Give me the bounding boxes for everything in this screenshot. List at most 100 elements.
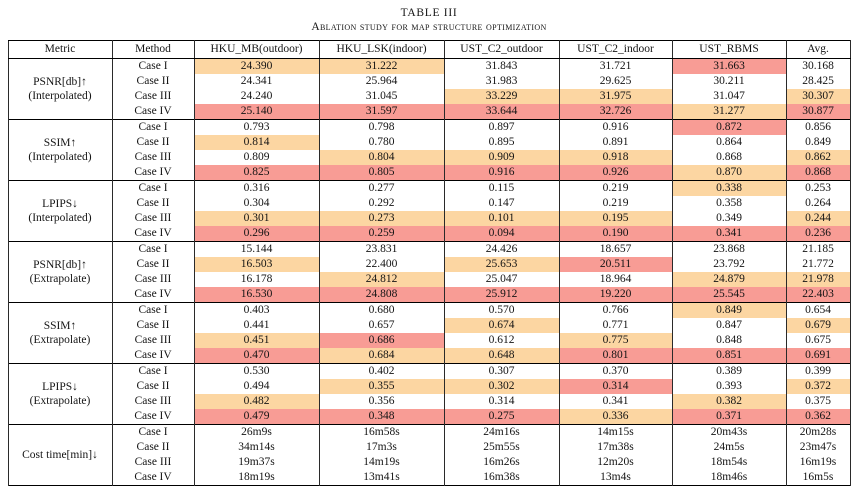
value-cell: 21.185: [785, 241, 851, 257]
value-cell: 19m37s: [193, 455, 320, 470]
value-cell: 0.805: [318, 165, 445, 181]
metric-subname: (Interpolated): [28, 90, 92, 102]
metric-name: SSIM↑: [43, 320, 77, 332]
value-cell: 0.264: [785, 196, 851, 211]
table-header: Metric Method HKU_MB(outdoor) HKU_LSK(indoo…: [7, 40, 851, 59]
metric-cell: SSIM↑ (Extrapolate): [7, 302, 113, 364]
value-cell: 0.868: [785, 165, 851, 181]
metric-cell: SSIM↑ (Interpolated): [7, 119, 113, 181]
value-cell: 24.390: [193, 58, 320, 74]
value-cell: 24.341: [193, 74, 320, 89]
value-cell: 0.371: [671, 409, 787, 425]
value-cell: 25.912: [443, 287, 560, 303]
value-cell: 24m16s: [443, 424, 560, 440]
value-cell: 0.259: [318, 226, 445, 242]
value-cell: 0.336: [558, 409, 673, 425]
table-row: Case II 0.441 0.657 0.674 0.771 0.847 0.679: [8, 318, 851, 333]
method-cell: Case IV: [111, 104, 195, 120]
method-cell: Case IV: [111, 348, 195, 364]
value-cell: 0.851: [671, 348, 787, 364]
value-cell: 0.302: [443, 379, 560, 394]
value-cell: 12m20s: [558, 455, 673, 470]
value-cell: 0.403: [193, 302, 320, 318]
value-cell: 20.511: [558, 257, 673, 272]
method-cell: Case II: [111, 318, 195, 333]
method-cell: Case II: [111, 74, 195, 89]
metric-subname: (Extrapolate): [29, 334, 91, 346]
value-cell: 0.470: [193, 348, 320, 364]
value-cell: 0.219: [558, 196, 673, 211]
value-cell: 0.848: [671, 333, 787, 348]
value-cell: 0.862: [785, 150, 851, 165]
table-row: PSNR[db]↑ (Extrapolate) Case I 15.144 23.831…: [7, 241, 851, 303]
value-cell: 25.545: [671, 287, 787, 303]
value-cell: 18m54s: [671, 455, 787, 470]
value-cell: 23.868: [671, 241, 787, 257]
value-cell: 0.314: [443, 394, 560, 409]
method-cell: Case I: [111, 119, 195, 135]
table-row: Case III 0.809 0.804 0.909 0.918 0.868 0.862: [8, 150, 851, 165]
method-cell: Case III: [111, 333, 195, 348]
value-cell: 0.375: [785, 394, 851, 409]
value-cell: 0.926: [558, 165, 673, 181]
value-cell: 0.657: [318, 318, 445, 333]
value-cell: 0.341: [558, 394, 673, 409]
value-cell: 0.849: [785, 135, 851, 150]
value-cell: 0.101: [443, 211, 560, 226]
value-cell: 0.680: [318, 302, 445, 318]
value-cell: 0.244: [785, 211, 851, 226]
value-cell: 0.530: [193, 363, 320, 379]
value-cell: 0.147: [443, 196, 560, 211]
value-cell: 0.253: [785, 180, 851, 196]
value-cell: 25.140: [193, 104, 320, 120]
value-cell: 18.964: [558, 272, 673, 287]
value-cell: 0.441: [193, 318, 320, 333]
value-cell: 0.909: [443, 150, 560, 165]
value-cell: 19.220: [558, 287, 673, 303]
value-cell: 0.370: [558, 363, 673, 379]
value-cell: 16.503: [193, 257, 320, 272]
value-cell: 0.275: [443, 409, 560, 425]
method-cell: Case III: [111, 89, 195, 104]
column-header: UST_C2_indoor: [558, 40, 673, 59]
value-cell: 0.809: [193, 150, 320, 165]
value-cell: 0.219: [558, 180, 673, 196]
value-cell: 0.868: [671, 150, 787, 165]
value-cell: 0.094: [443, 226, 560, 242]
value-cell: 17m3s: [318, 440, 445, 455]
table-number: TABLE III: [400, 7, 458, 19]
table-row: Case III 0.451 0.686 0.612 0.775 0.848 0.675: [8, 333, 851, 348]
value-cell: 0.864: [671, 135, 787, 150]
table-heading: TABLE III Ablation study for map structu…: [0, 7, 858, 33]
value-cell: 0.301: [193, 211, 320, 226]
value-cell: 0.494: [193, 379, 320, 394]
table-row: Case II 24.341 25.964 31.983 29.625 30.211 28.…: [8, 74, 851, 89]
value-cell: 16m26s: [443, 455, 560, 470]
method-cell: Case I: [111, 363, 195, 379]
value-cell: 0.897: [443, 119, 560, 135]
value-cell: 0.292: [318, 196, 445, 211]
value-cell: 0.814: [193, 135, 320, 150]
table-row: Case II 34m14s 17m3s 25m55s 17m38s 24m5s 23m47…: [8, 440, 851, 455]
value-cell: 0.804: [318, 150, 445, 165]
value-cell: 31.843: [443, 58, 560, 74]
method-cell: Case I: [111, 180, 195, 196]
value-cell: 0.399: [785, 363, 851, 379]
value-cell: 18m19s: [193, 470, 320, 486]
table-row: Case IV 0.296 0.259 0.094 0.190 0.341 0.236: [8, 226, 851, 242]
table-row: Case IV 0.470 0.684 0.648 0.801 0.851 0.691: [8, 348, 851, 364]
value-cell: 14m15s: [558, 424, 673, 440]
value-cell: 0.872: [671, 119, 787, 135]
header-row: Metric Method HKU_MB(outdoor) HKU_LSK(indoo…: [7, 40, 851, 59]
value-cell: 29.625: [558, 74, 673, 89]
method-cell: Case II: [111, 196, 195, 211]
method-cell: Case I: [111, 241, 195, 257]
metric-cell: LPIPS↓ (Interpolated): [7, 180, 113, 242]
value-cell: 24.879: [671, 272, 787, 287]
value-cell: 0.891: [558, 135, 673, 150]
value-cell: 16m19s: [785, 455, 851, 470]
column-header: Metric: [7, 40, 113, 59]
table-row: Case III 24.240 31.045 33.229 31.975 31.047 30…: [8, 89, 851, 104]
table-row: Case II 16.503 22.400 25.653 20.511 23.792 21.…: [8, 257, 851, 272]
metric-name: Cost time[min]↓: [22, 449, 98, 461]
